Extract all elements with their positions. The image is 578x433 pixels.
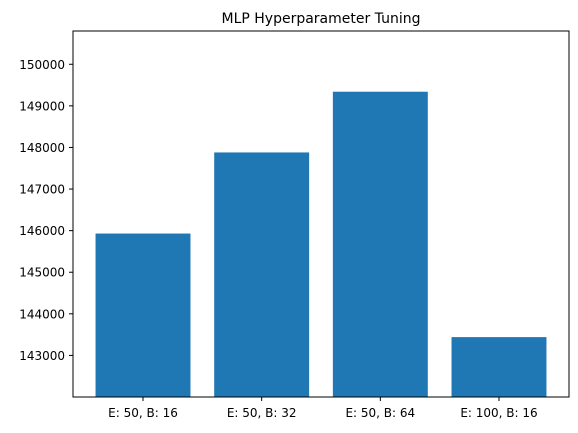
y-tick-label: 149000 [19,99,65,113]
y-tick-label: 147000 [19,183,65,197]
y-tick-label: 148000 [19,141,65,155]
y-axis: 143000 144000 145000 146000 147000 148000 1490… [19,58,73,363]
plot-frame [72,30,570,398]
y-tick-label: 144000 [19,307,65,321]
x-tick-label: E: 100, B: 16 [460,406,537,420]
y-tick-label: 145000 [19,266,65,280]
bar-1 [95,233,191,397]
chart-title: MLP Hyperparameter Tuning [221,11,420,27]
y-tick-label: 150000 [19,58,65,72]
bar-3 [332,91,428,398]
bar-4 [451,337,547,397]
x-tick-label: E: 50, B: 64 [345,406,415,420]
bars-layer [95,91,547,398]
y-tick-label: 146000 [19,224,65,238]
x-tick-label: E: 50, B: 32 [227,406,297,420]
y-tick-label: 143000 [19,349,65,363]
x-tick-label: E: 50, B: 16 [108,406,178,420]
x-axis: E: 50, B: 16 E: 50, B: 32 E: 50, B: 64 E: 1… [108,397,538,420]
bar-2 [214,152,310,397]
